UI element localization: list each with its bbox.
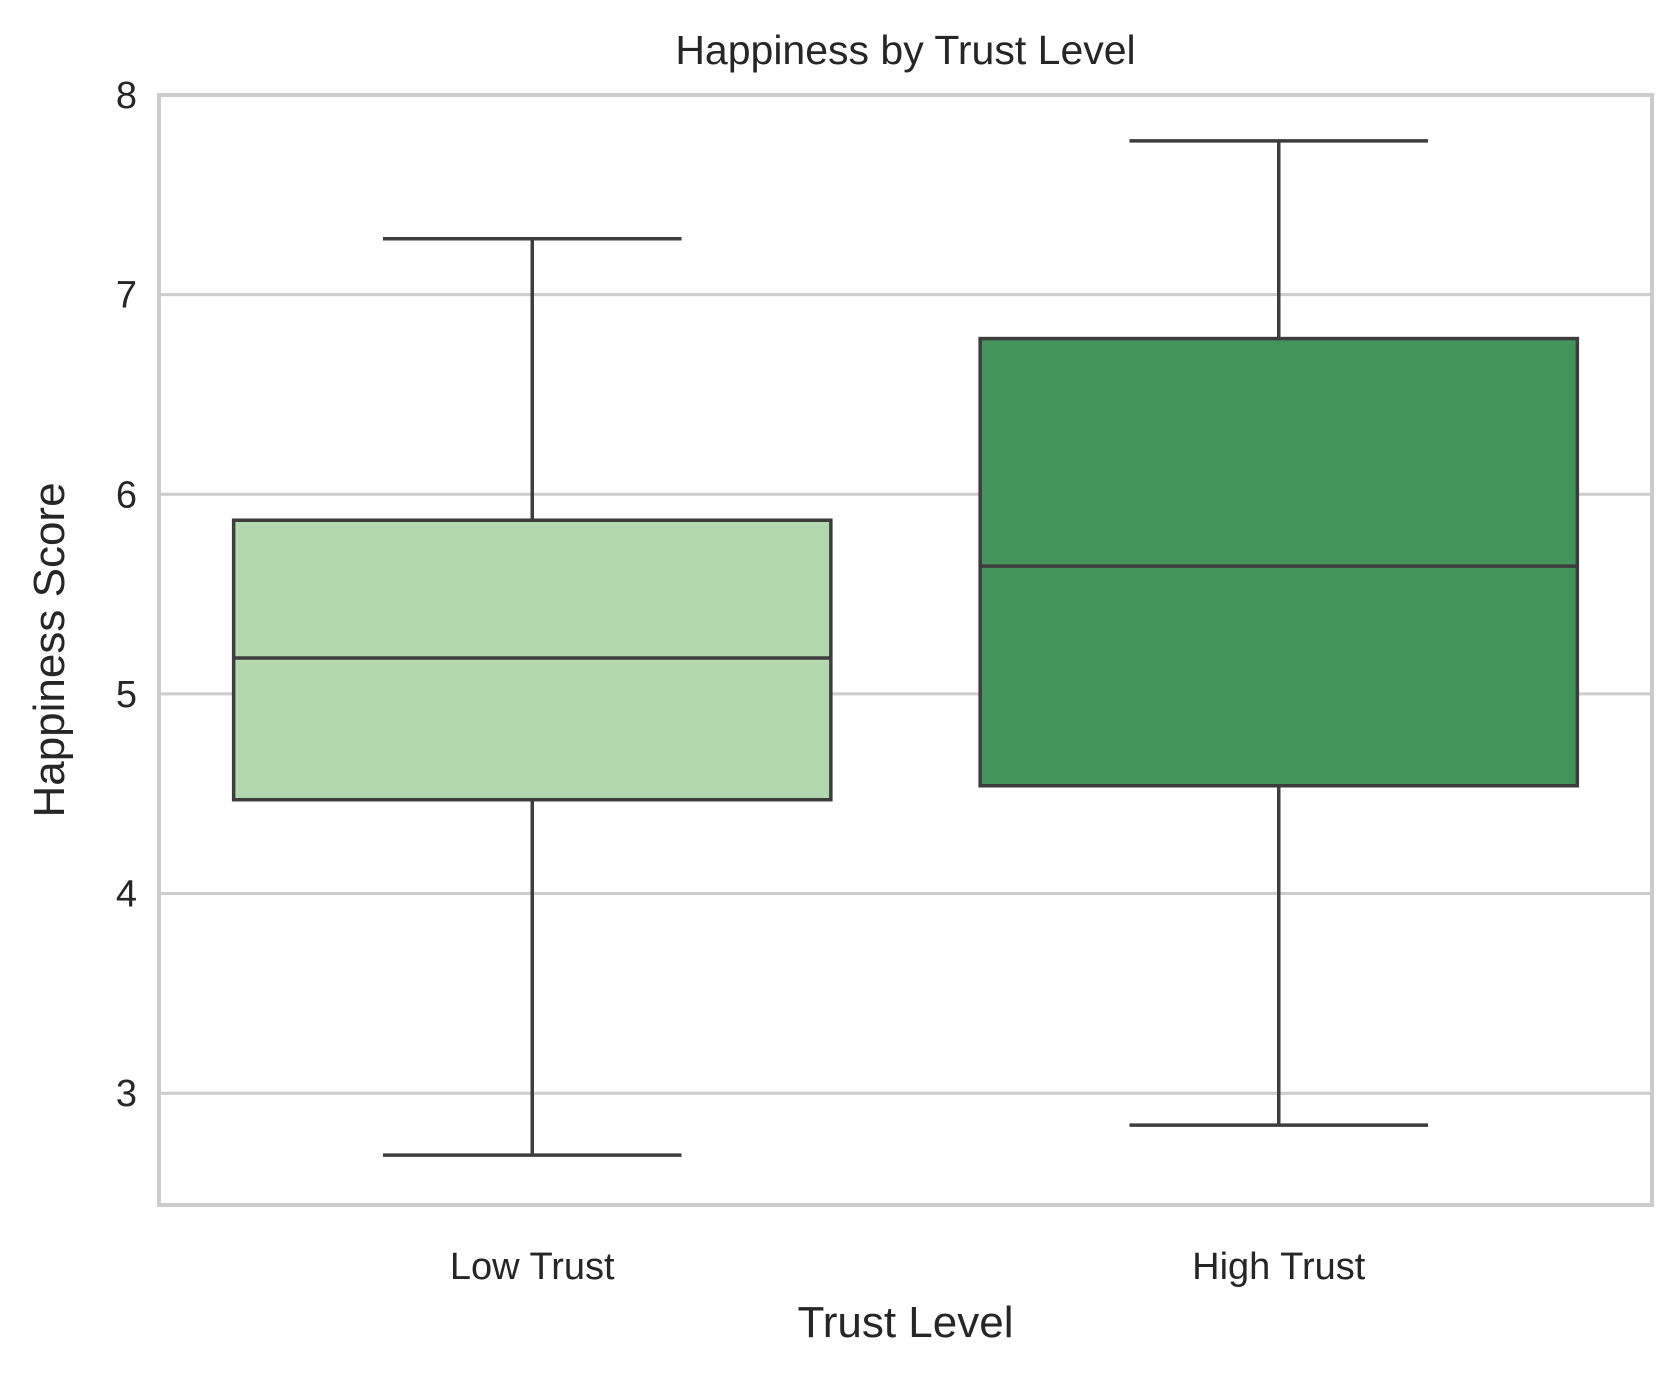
iqr-box [978,336,1580,788]
y-axis-label: Happiness Score [25,482,74,817]
y-tick-label: 3 [116,1073,137,1115]
x-axis-label: Trust Level [797,1298,1013,1347]
box-low-trust [231,236,833,1157]
y-tick-label: 5 [116,674,137,716]
plot-frame [157,93,1654,1207]
x-tick-label: High Trust [1192,1246,1366,1288]
x-tick-labels: Low Trust High Trust [450,1246,1366,1288]
iqr-box [231,518,833,802]
x-tick-label: Low Trust [450,1246,615,1288]
y-tick-label: 4 [116,874,137,916]
box-high-trust [978,139,1580,1127]
box-plots [231,139,1580,1157]
y-tick-label: 8 [116,75,137,117]
y-tick-label: 6 [116,474,137,516]
chart-title: Happiness by Trust Level [675,27,1135,73]
y-tick-labels: 3 4 5 6 7 8 [116,75,137,1115]
y-tick-label: 7 [116,275,137,317]
